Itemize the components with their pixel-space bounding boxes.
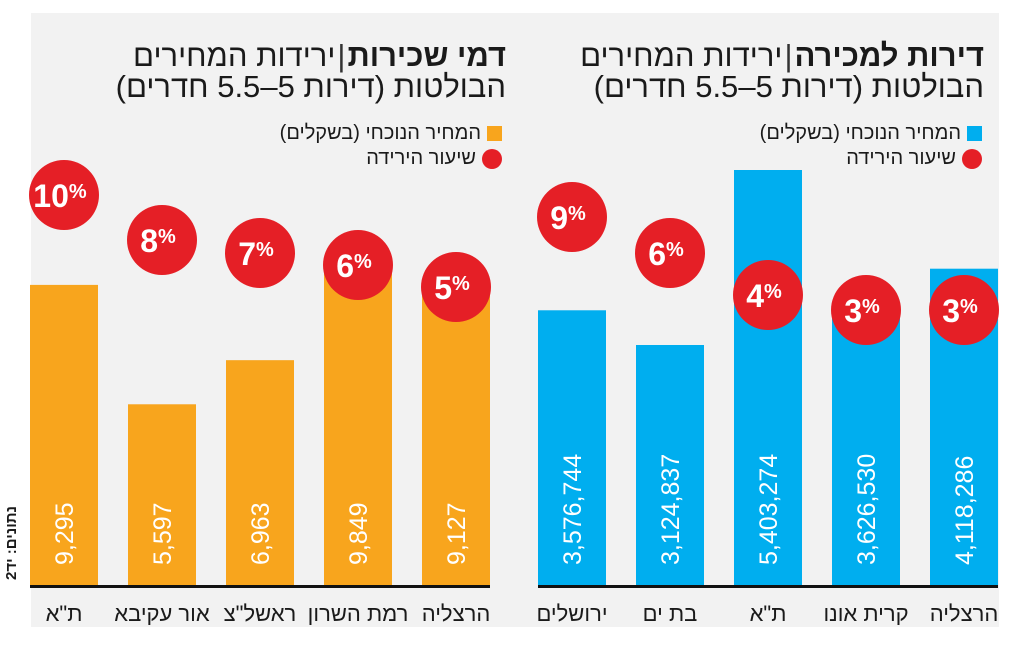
rent-title-rest: ירידות המחירים (133, 38, 336, 73)
red-circle-icon (962, 148, 982, 169)
sale-title-rest: ירידות המחירים (580, 38, 783, 73)
rent-bar-4 (30, 284, 98, 585)
red-circle-icon (482, 148, 502, 169)
sale-legend-price-label: המחיר הנוכחי (בשקלים) (759, 122, 961, 144)
sale-legend-item-drop: שיעור הירידה (760, 146, 982, 171)
rent-bar-value-label-1: 9,849 (345, 502, 373, 565)
sale-drop-label-1: 3% (844, 293, 880, 329)
rent-bar-1 (324, 267, 392, 585)
rent-legend-drop-label: שיעור הירידה (366, 147, 476, 169)
sale-category-label-2: ת"א (750, 601, 787, 626)
sale-bar-value-label-3: 3,124,837 (657, 454, 685, 565)
rent-legend-item-price: המחיר הנוכחי (בשקלים) (280, 121, 502, 146)
orange-square-icon (487, 126, 502, 141)
rent-bar-0 (422, 290, 490, 585)
rent-subtitle: הבולטות (דירות 5–5.5 חדרים) (115, 69, 506, 104)
sale-drop-circle-0 (929, 275, 999, 345)
sale-bar-4 (538, 310, 606, 585)
sale-chart-title: דירות למכירה|ירידות המחירים הבולטות (דיר… (580, 38, 984, 104)
sale-drop-label-4: 9% (550, 200, 586, 236)
sale-drop-label-0: 3% (942, 293, 978, 329)
rent-drop-circle-3 (127, 205, 197, 275)
sale-category-label-1: קרית אונו (823, 601, 908, 626)
rent-bar-value-label-0: 9,127 (443, 502, 471, 565)
sale-legend-item-price: המחיר הנוכחי (בשקלים) (760, 121, 982, 146)
rent-drop-label-0: 5% (434, 270, 470, 306)
sale-bar-value-label-4: 3,576,744 (559, 454, 587, 565)
sale-category-label-3: בת ים (643, 601, 698, 626)
sale-subtitle: הבולטות (דירות 5–5.5 חדרים) (593, 69, 984, 104)
rent-category-label-4: ת"א (46, 601, 83, 626)
rent-category-label-0: הרצליה (422, 601, 491, 626)
rent-bar-value-label-4: 9,295 (51, 502, 79, 565)
sale-bar-2 (734, 170, 802, 585)
sale-bar-value-label-1: 3,626,530 (853, 454, 881, 565)
rent-category-label-1: רמת השרון (308, 601, 409, 626)
rent-drop-circle-2 (225, 218, 295, 288)
rent-category-label-3: אור עקיבא (114, 601, 210, 626)
rent-bar-value-label-3: 5,597 (149, 502, 177, 565)
sale-drop-circle-4 (537, 182, 607, 252)
rent-legend-item-drop: שיעור הירידה (280, 146, 502, 171)
rent-bar-2 (226, 360, 294, 585)
rent-drop-label-4: 10% (33, 178, 87, 214)
rent-legend-price-label: המחיר הנוכחי (בשקלים) (279, 122, 481, 144)
sale-drop-circle-1 (831, 275, 901, 345)
rent-bar-3 (128, 404, 196, 585)
sale-bar-3 (636, 344, 704, 585)
rent-legend: המחיר הנוכחי (בשקלים) שיעור הירידה (280, 121, 502, 171)
rent-drop-circle-4 (29, 160, 99, 230)
sale-category-label-0: הרצליה (930, 601, 999, 626)
rent-drop-circle-1 (323, 230, 393, 300)
sale-legend: המחיר הנוכחי (בשקלים) שיעור הירידה (760, 121, 982, 171)
rent-drop-circle-0 (421, 252, 491, 322)
rent-chart-title: דמי שכירות|ירידות המחירים הבולטות (דירות… (115, 38, 506, 104)
rent-drop-label-1: 6% (336, 248, 372, 284)
rent-drop-label-3: 8% (140, 223, 176, 259)
sale-title-bold: דירות למכירה (794, 38, 984, 73)
sale-legend-drop-label: שיעור הירידה (846, 147, 956, 169)
rent-drop-label-2: 7% (238, 236, 274, 272)
rent-bar-value-label-2: 6,963 (247, 502, 275, 565)
sale-drop-circle-3 (635, 218, 705, 288)
sale-drop-label-3: 6% (648, 236, 684, 272)
sale-bar-1 (832, 306, 900, 585)
sale-drop-circle-2 (733, 260, 803, 330)
sale-drop-label-2: 4% (746, 278, 782, 314)
sale-category-label-4: ירושלים (536, 601, 607, 626)
rent-category-label-2: ראשל"צ (224, 601, 297, 626)
blue-square-icon (967, 126, 982, 141)
sale-bar-value-label-2: 5,403,274 (755, 454, 783, 565)
sale-bar-value-label-0: 4,118,286 (951, 456, 979, 565)
rent-title-bold: דמי שכירות (347, 38, 506, 73)
